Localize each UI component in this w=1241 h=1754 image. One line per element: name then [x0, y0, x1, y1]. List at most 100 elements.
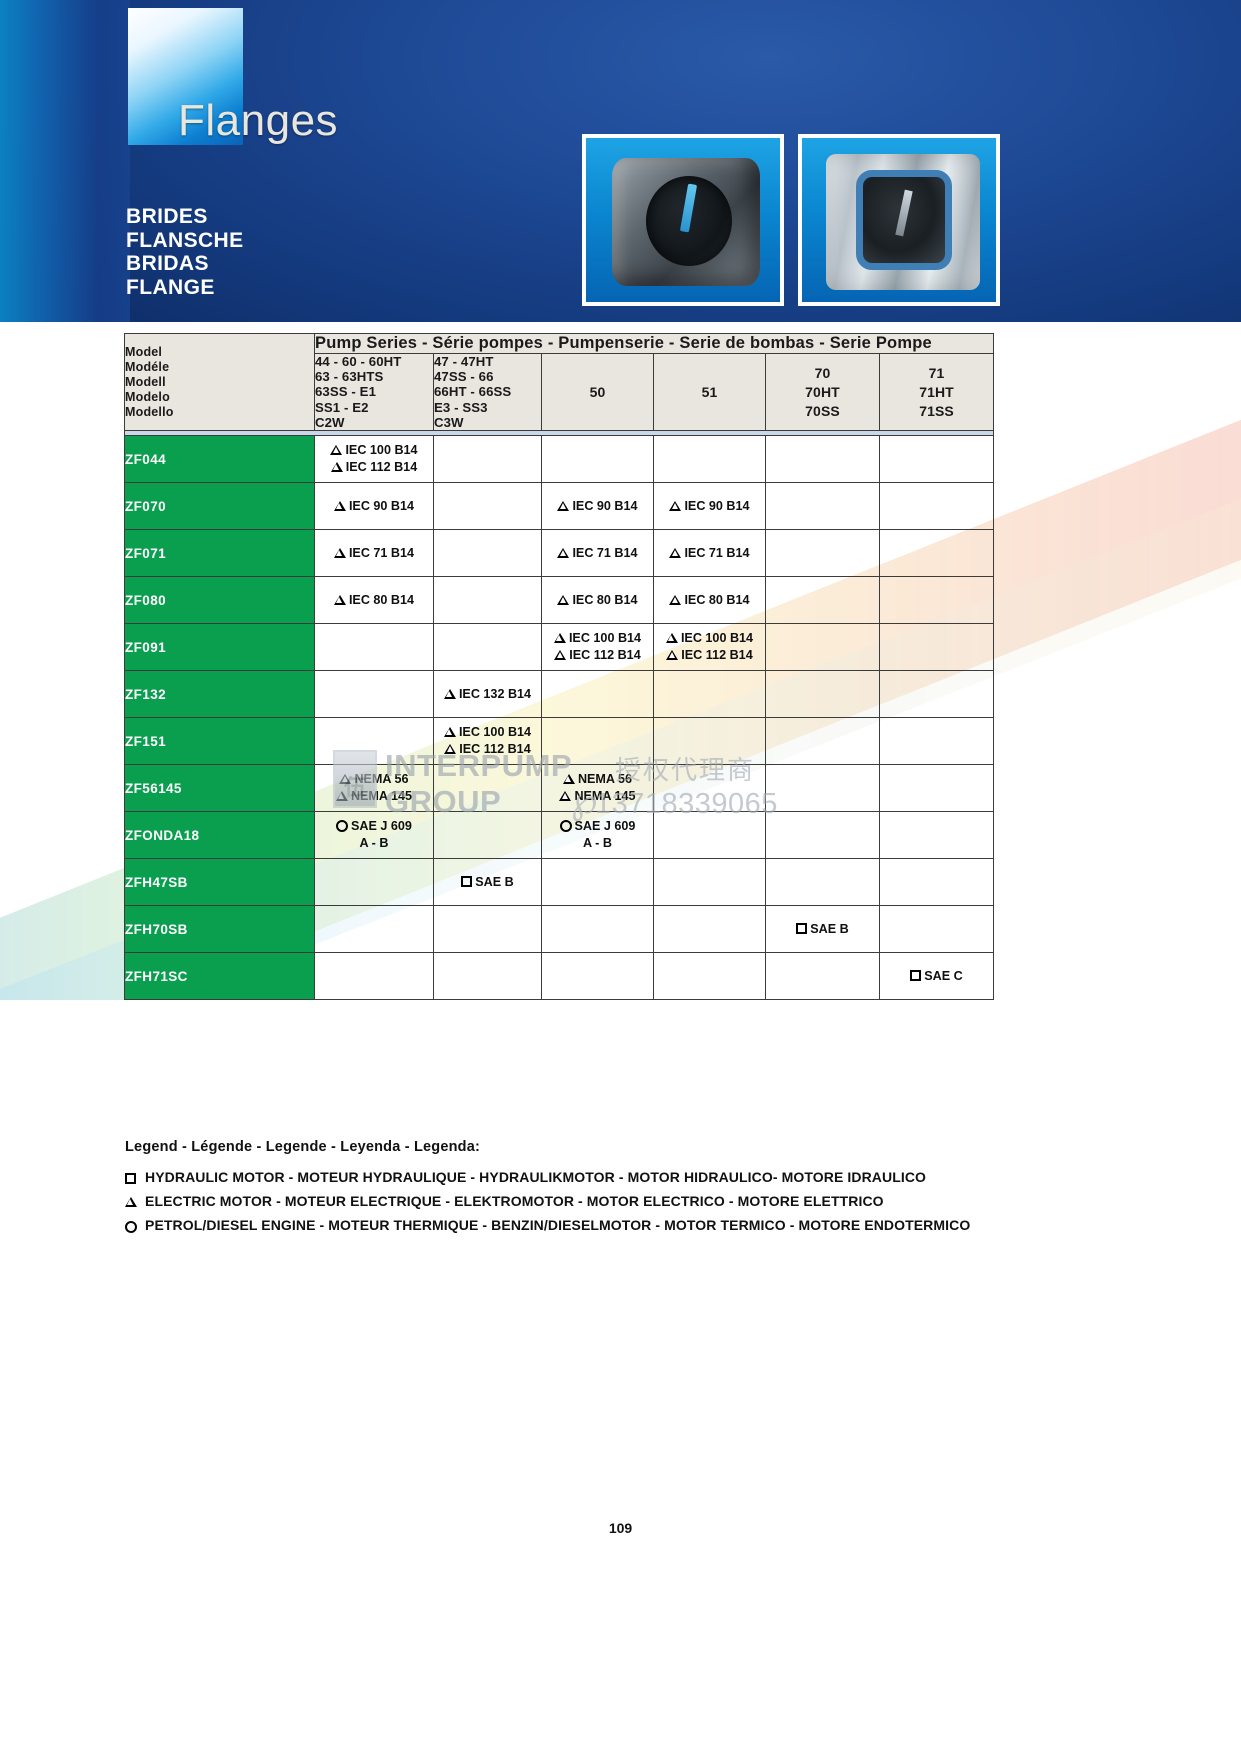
electric-motor-triangle-icon [330, 462, 343, 473]
spec-label: IEC 100 B14 [568, 631, 642, 646]
spec-label: SAE B [475, 874, 514, 889]
table-row[interactable]: ZFONDA18 SAE J 609 A - B SAE J 609 A - B [124, 811, 995, 860]
series-header-line: 70HT [805, 383, 840, 400]
spec-line: IEC 100 B14 [434, 724, 541, 741]
spec-cell [433, 576, 542, 625]
spec-cell [765, 623, 880, 672]
table-head-title-row: Model Modéle Modell Modelo Modello Pump Seri… [124, 332, 995, 432]
spec-cell [433, 764, 542, 813]
spec-label: IEC 90 B14 [572, 498, 638, 513]
table-row[interactable]: ZF070 IEC 90 B14 IEC 90 B14 IEC 90 B14 [124, 482, 995, 531]
spec-cell: IEC 71 B14 [653, 529, 766, 578]
spec-label: NEMA 145 [350, 789, 413, 804]
spec-cell [878, 717, 995, 766]
spec-cell [765, 435, 880, 484]
spec-label: IEC 71 B14 [572, 545, 638, 560]
table-row[interactable]: ZFH70SB SAE B [124, 905, 995, 954]
spec-label: IEC 80 B14 [572, 592, 638, 607]
legend-text: ELECTRIC MOTOR - MOTEUR ELECTRIQUE - ELE… [145, 1193, 884, 1209]
product-photo-composite-flange [582, 134, 784, 306]
spec-cell [878, 529, 995, 578]
legend-block: Legend - Légende - Legende - Leyenda - L… [125, 1139, 1025, 1241]
model-name-cell: ZFH70SB [124, 905, 315, 954]
model-label-line-1: Modéle [125, 359, 170, 374]
spec-cell [433, 482, 542, 531]
electric-motor-triangle-icon [443, 727, 456, 738]
spec-line: IEC 112 B14 [542, 647, 653, 664]
hydraulic-motor-square-icon [125, 1172, 136, 1184]
spec-cell [653, 717, 766, 766]
series-header-col-e: 70 70HT 70SS [765, 352, 880, 432]
subtitle-es: BRIDAS [126, 252, 209, 275]
spec-cell [878, 811, 995, 860]
spec-cell [314, 670, 434, 719]
flange-compatibility-table: Model Modéle Modell Modelo Modello Pump Seri… [123, 332, 995, 1001]
spec-label: A - B [359, 836, 389, 851]
petrol-engine-circle-icon [336, 820, 349, 833]
series-header-line: C3W [434, 414, 464, 430]
electric-motor-triangle-icon [669, 547, 682, 558]
spec-label: NEMA 145 [574, 789, 636, 804]
electric-motor-triangle-icon [330, 445, 343, 456]
series-header-col-b: 47 - 47HT 47SS - 66 66HT - 66SS E3 - SS3 C3W [433, 352, 542, 432]
page-title: Flanges [178, 96, 339, 145]
rainbow-logo-icon [128, 8, 243, 145]
table-row[interactable]: ZF091 IEC 100 B14 IEC 112 B14 IEC 100 B14 IE… [124, 623, 995, 672]
spec-cell [653, 811, 766, 860]
model-name-cell: ZF151 [124, 717, 315, 766]
spec-cell [653, 670, 766, 719]
spec-cell [765, 670, 880, 719]
table-row[interactable]: ZF080 IEC 80 B14 IEC 80 B14 IEC 80 B14 [124, 576, 995, 625]
table-row[interactable]: ZF044 IEC 100 B14 IEC 112 B14 [124, 435, 995, 484]
legend-rows: HYDRAULIC MOTOR - MOTEUR HYDRAULIQUE - H… [125, 1169, 1025, 1233]
spec-cell: IEC 90 B14 [314, 482, 434, 531]
spec-label: SAE J 609 [351, 819, 412, 834]
series-header-line: 44 - 60 - 60HT [315, 354, 402, 369]
page-banner: Flanges BRIDES FLANSCHE BRIDAS FLANGE [0, 0, 1241, 322]
spec-label: IEC 100 B14 [458, 725, 532, 740]
hydraulic-motor-square-icon [461, 875, 473, 887]
spec-cell [765, 858, 880, 907]
spec-line: IEC 132 B14 [434, 686, 541, 703]
subtitle-it: FLANGE [126, 275, 215, 299]
spec-cell: SAE J 609 A - B [314, 811, 434, 860]
table-row[interactable]: ZF071 IEC 71 B14 IEC 71 B14 IEC 71 B14 [124, 529, 995, 578]
table-row[interactable]: ZF132 IEC 132 B14 [124, 670, 995, 719]
spec-cell [765, 717, 880, 766]
series-header-line: 63 - 63HTS [315, 369, 384, 385]
table-head-series-row: 44 - 60 - 60HT 63 - 63HTS 63SS - E1 SS1 - E… [125, 352, 995, 432]
spec-line: IEC 112 B14 [434, 741, 541, 758]
electric-motor-triangle-icon [444, 744, 457, 755]
product-photo-aluminium-flange [798, 134, 1000, 306]
table-row[interactable]: ZF151 IEC 100 B14 IEC 112 B14 [124, 717, 995, 766]
banner-left-gradient [0, 0, 130, 322]
spec-label: IEC 112 B14 [345, 460, 418, 475]
spec-label: IEC 80 B14 [684, 592, 750, 607]
table-row[interactable]: ZFH71SC SAE C [124, 952, 995, 1001]
series-header-line: 47 - 47HT [434, 354, 494, 369]
spec-label: SAE J 609 [574, 819, 636, 834]
table-row[interactable]: ZF56145 NEMA 56 NEMA 145 NEMA 56 NEMA 145 [124, 764, 995, 813]
legend-row-2: PETROL/DIESEL ENGINE - MOTEUR THERMIQUE … [125, 1217, 1025, 1233]
spec-cell: IEC 100 B14 IEC 112 B14 [314, 435, 434, 484]
table-row[interactable]: ZFH47SB SAE B [124, 858, 995, 907]
spec-label: IEC 112 B14 [681, 648, 753, 663]
spec-line: IEC 100 B14 [542, 630, 653, 647]
electric-motor-triangle-icon [559, 791, 572, 802]
spec-label: IEC 112 B14 [569, 648, 641, 663]
subtitle-list: BRIDES FLANSCHE BRIDAS FLANGE [126, 205, 244, 299]
spec-cell: IEC 90 B14 [653, 482, 766, 531]
spec-line: NEMA 56 [542, 771, 653, 788]
spec-line: IEC 80 B14 [315, 592, 433, 609]
spec-cell: IEC 100 B14 IEC 112 B14 [433, 717, 542, 766]
petrol-engine-circle-icon [125, 1221, 137, 1233]
spec-cell: SAE B [765, 905, 880, 954]
spec-line: A - B [542, 835, 653, 852]
spec-label: IEC 90 B14 [684, 498, 750, 513]
series-header-col-c: 50 [541, 352, 654, 432]
spec-cell [878, 435, 995, 484]
spec-cell: NEMA 56 NEMA 145 [541, 764, 654, 813]
spec-line: IEC 112 B14 [654, 647, 765, 664]
spec-cell: SAE B [433, 858, 542, 907]
